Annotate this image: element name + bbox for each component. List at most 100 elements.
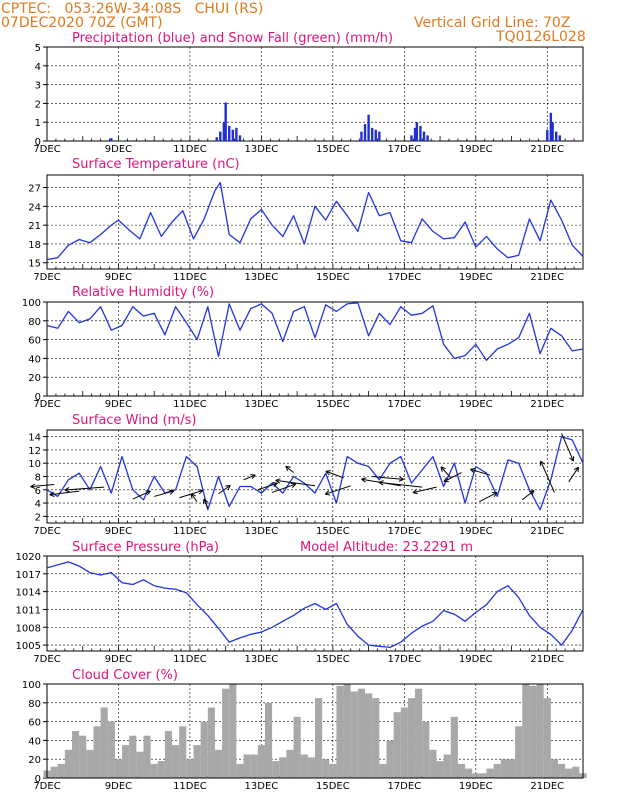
cloud-bar — [122, 745, 130, 778]
wind-vector — [271, 483, 296, 493]
cloud-bar — [522, 684, 530, 778]
wind-vector — [440, 466, 452, 479]
wind-series-line — [46, 435, 584, 511]
temperature-xtick-label: 7DEC — [33, 272, 60, 283]
wind-panel: 2 4 6 8 10 12 14 7DEC 9DEC 11DEC 13DEC 15DEC 17DEC 19… — [28, 413, 584, 537]
humidity-panel: 0 20 40 60 80 100 7DEC 9DEC 11DEC 13DEC 15DEC 17DEC… — [22, 285, 584, 410]
cloud-bar — [193, 745, 201, 778]
cloud-bar — [300, 754, 308, 778]
snow-bar — [303, 140, 306, 141]
precip-bar — [378, 131, 381, 141]
humidity-xtick-label: 15DEC — [316, 399, 350, 410]
wind-vector — [470, 468, 491, 476]
cloud-bar — [264, 702, 273, 778]
temperature-xtick-label: 13DEC — [245, 272, 279, 283]
pressure-xtick-label: 17DEC — [387, 654, 421, 665]
wind-vector-head — [285, 465, 291, 472]
humidity-ytick-label: 0 — [35, 392, 41, 403]
wind-vector — [568, 466, 579, 483]
wind-ytick-label: 14 — [28, 433, 41, 444]
wind-vector — [64, 486, 105, 491]
cloud-bar — [64, 749, 73, 778]
temperature-ytick-label: 18 — [28, 240, 41, 251]
precip-bar — [363, 124, 367, 141]
cloud-bar — [429, 749, 437, 778]
wind-vector — [412, 486, 437, 494]
precip-xtick-label: 21DEC — [530, 144, 564, 155]
pressure-title: Surface Pressure (hPa) — [72, 540, 219, 555]
cloud-panel: 0 20 40 60 80 100 7DEC 9DEC 11DEC 13DEC 15DEC 17DEC… — [22, 668, 587, 792]
wind-xtick-label: 21DEC — [530, 526, 564, 537]
precip-bar — [413, 127, 417, 141]
wind-vector-head — [398, 476, 404, 482]
cloud-bar — [565, 768, 573, 778]
cloud-ytick-label: 40 — [28, 736, 41, 747]
humidity-ytick-label: 100 — [22, 298, 41, 309]
wind-ytick-label: 2 — [35, 512, 41, 523]
wind-vector — [378, 481, 423, 488]
precip-xtick-label: 11DEC — [173, 144, 207, 155]
wind-vector-head — [573, 466, 580, 473]
pressure-ytick-label: 1017 — [16, 570, 41, 581]
pressure-xtick-label: 13DEC — [245, 654, 279, 665]
wind-vector-head — [443, 477, 449, 483]
cloud-xtick-label: 9DEC — [105, 781, 132, 792]
cloud-bar — [243, 754, 251, 778]
temperature-xtick-label: 11DEC — [173, 272, 207, 283]
precip-bar — [546, 129, 549, 141]
cloud-bar — [100, 707, 108, 778]
pressure-ytick-label: 1014 — [16, 588, 41, 599]
cloud-bar — [336, 685, 344, 778]
humidity-xtick-label: 19DEC — [459, 399, 493, 410]
wind-vector — [190, 493, 198, 503]
wind-vector — [218, 484, 231, 495]
cloud-bar — [86, 749, 94, 778]
precip-ytick-label: 3 — [35, 81, 41, 92]
wind-vector-head — [569, 456, 575, 462]
wind-xtick-label: 17DEC — [387, 526, 421, 537]
wind-vector-head — [412, 489, 418, 495]
wind-ytick-label: 6 — [35, 486, 41, 497]
wind-title: Surface Wind (m/s) — [72, 413, 196, 428]
cloud-bar — [357, 688, 366, 778]
cloud-xtick-label: 19DEC — [459, 781, 493, 792]
wind-ytick-label: 4 — [35, 499, 41, 510]
precip-xtick-label: 7DEC — [33, 144, 60, 155]
snow-bar — [245, 140, 249, 141]
cloud-ytick-label: 0 — [35, 774, 41, 785]
precip-bar — [558, 135, 561, 141]
precip-bar — [235, 127, 238, 141]
temperature-xtick-label: 21DEC — [530, 272, 564, 283]
cloud-title: Cloud Cover (%) — [72, 668, 178, 683]
precip-ytick-label: 4 — [35, 62, 41, 73]
temperature-ytick-label: 27 — [28, 184, 41, 195]
wind-vector-head — [529, 490, 535, 496]
cloud-xtick-label: 21DEC — [530, 781, 564, 792]
wind-vector-head — [145, 490, 151, 496]
temperature-xtick-label: 19DEC — [459, 272, 493, 283]
pressure-ytick-label: 1020 — [16, 552, 41, 563]
precip-bar — [555, 131, 558, 141]
cloud-bar — [157, 761, 165, 778]
wind-vector-head — [361, 477, 367, 483]
wind-vector — [540, 460, 555, 493]
precip-xtick-label: 19DEC — [459, 144, 493, 155]
precip-bar — [370, 127, 374, 141]
cloud-bar — [550, 759, 558, 778]
cloud-bar — [543, 698, 551, 778]
cloud-bar — [250, 754, 258, 778]
cloud-bar — [236, 763, 244, 778]
wind-vector — [257, 482, 278, 491]
wind-vector — [285, 465, 294, 473]
cloud-bar — [57, 763, 65, 778]
precip-bar — [231, 129, 235, 141]
humidity-ytick-label: 20 — [28, 373, 41, 384]
humidity-xtick-label: 17DEC — [387, 399, 421, 410]
cloud-bar — [472, 773, 480, 778]
cloud-bar — [350, 691, 358, 778]
cloud-bar — [257, 745, 265, 778]
wind-vector — [521, 490, 535, 501]
cloud-ytick-label: 60 — [28, 718, 41, 729]
cloud-bar — [457, 763, 466, 778]
wind-xtick-label: 7DEC — [33, 526, 60, 537]
